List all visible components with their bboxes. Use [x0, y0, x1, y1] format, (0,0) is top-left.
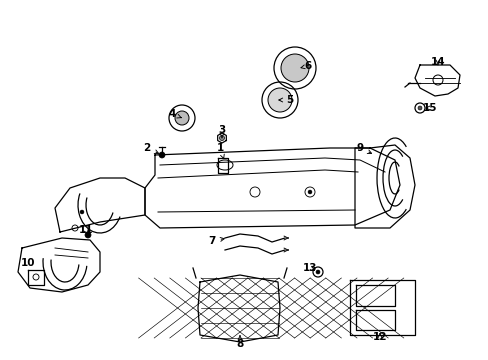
Circle shape: [85, 232, 91, 238]
Circle shape: [80, 210, 84, 214]
Circle shape: [175, 111, 189, 125]
Circle shape: [267, 88, 291, 112]
Circle shape: [159, 152, 164, 158]
Text: 5: 5: [278, 95, 293, 105]
Text: 12: 12: [372, 332, 386, 342]
Text: 1: 1: [216, 143, 224, 159]
Text: 8: 8: [236, 336, 243, 349]
Circle shape: [315, 270, 319, 274]
Text: 6: 6: [300, 61, 311, 71]
Text: 10: 10: [20, 258, 35, 268]
Circle shape: [417, 106, 421, 110]
Text: 15: 15: [422, 103, 436, 113]
Text: 9: 9: [356, 143, 371, 153]
Text: 2: 2: [143, 143, 158, 153]
Circle shape: [281, 54, 308, 82]
Text: 13: 13: [302, 263, 317, 273]
Text: 4: 4: [168, 109, 181, 119]
Text: 7: 7: [208, 236, 224, 246]
Text: 14: 14: [430, 57, 445, 67]
Circle shape: [219, 135, 224, 140]
Circle shape: [307, 190, 311, 194]
Text: 11: 11: [79, 225, 93, 235]
Text: 3: 3: [218, 125, 225, 138]
